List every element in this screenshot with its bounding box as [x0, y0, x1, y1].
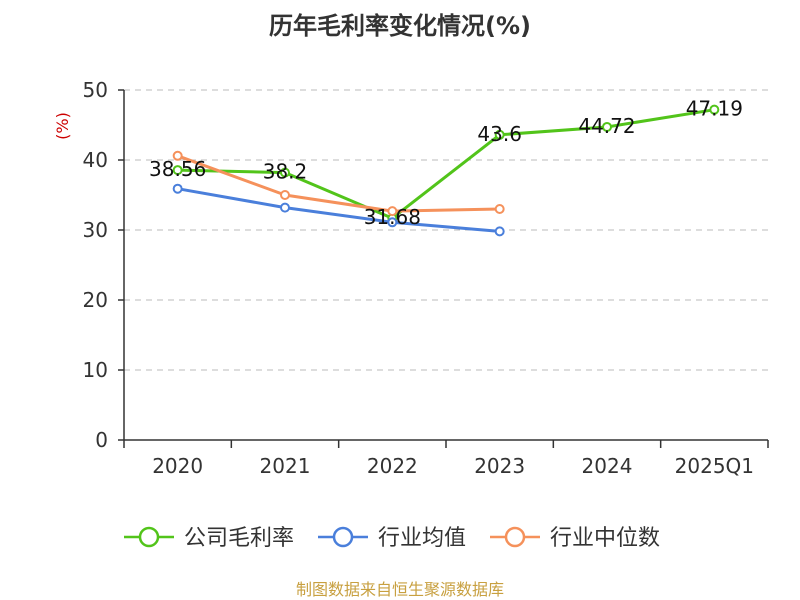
data-point-1-2 — [387, 217, 398, 228]
legend-item-1[interactable]: 行业均值 — [318, 526, 466, 551]
data-point-0-1 — [280, 167, 290, 178]
legend-item-0[interactable]: 公司毛利率 — [124, 526, 294, 551]
legend-marker-2 — [504, 526, 526, 548]
data-label-0-1: 38.2 — [263, 160, 308, 184]
data-point-2-1 — [280, 190, 290, 200]
x-tick-label-2023: 2023 — [474, 454, 525, 478]
grid — [124, 89, 768, 371]
data-label-0-4: 44.72 — [578, 114, 635, 138]
chart-title: 历年毛利率变化情况(%) — [269, 12, 531, 40]
legend[interactable]: 公司毛利率 行业均值 行业中位数 — [124, 526, 660, 551]
data-point-0-0 — [172, 165, 183, 176]
x-tick-label-2024: 2024 — [582, 454, 633, 478]
y-tick-label-10: 10 — [83, 358, 108, 382]
data-point-0-5 — [709, 104, 720, 115]
data-point-2-2 — [387, 206, 398, 217]
x-tick-label-2020: 2020 — [152, 454, 203, 478]
data-point-0-3 — [494, 129, 505, 140]
data-label-0-5: 47.19 — [686, 97, 743, 121]
legend-label-1: 行业均值 — [378, 526, 466, 551]
data-label-0-3: 43.6 — [477, 122, 522, 146]
y-tick-label-50: 50 — [83, 78, 108, 102]
data-point-1-0 — [172, 183, 183, 194]
x-tick-label-2025Q1: 2025Q1 — [675, 454, 754, 478]
data-label-0-0: 38.56 — [149, 157, 206, 181]
legend-item-2[interactable]: 行业中位数 — [490, 526, 660, 551]
y-tick-label-30: 30 — [83, 218, 108, 242]
series-line-2 — [177, 154, 500, 213]
legend-marker-0 — [138, 526, 160, 548]
data-point-2-3 — [494, 204, 505, 214]
series — [172, 104, 720, 237]
data-point-0-4 — [602, 121, 612, 132]
legend-label-0: 公司毛利率 — [184, 526, 294, 551]
data-point-1-1 — [280, 202, 290, 213]
y-tick-label-0: 0 — [95, 428, 108, 452]
y-tick-label-20: 20 — [83, 288, 108, 312]
x-tick-label-2021: 2021 — [260, 454, 311, 478]
y-axis-label: (%) — [53, 112, 72, 140]
data-label-0-2: 31.68 — [364, 205, 421, 229]
data-labels: 38.56 38.2 31.68 43.6 44.72 47.19 — [149, 97, 743, 230]
series-line-0 — [177, 108, 715, 220]
legend-label-2: 行业中位数 — [550, 526, 660, 551]
series-line-1 — [177, 187, 500, 233]
x-tick-label-2022: 2022 — [367, 454, 418, 478]
legend-marker-1 — [332, 526, 354, 548]
data-point-1-3 — [494, 226, 505, 237]
source-note: 制图数据来自恒生聚源数据库 — [296, 580, 504, 599]
data-point-2-0 — [172, 150, 183, 161]
axes: 0 10 20 30 40 50 2020 2021 2022 2023 2024 2025Q1 — [83, 78, 769, 478]
y-tick-label-40: 40 — [83, 148, 108, 172]
